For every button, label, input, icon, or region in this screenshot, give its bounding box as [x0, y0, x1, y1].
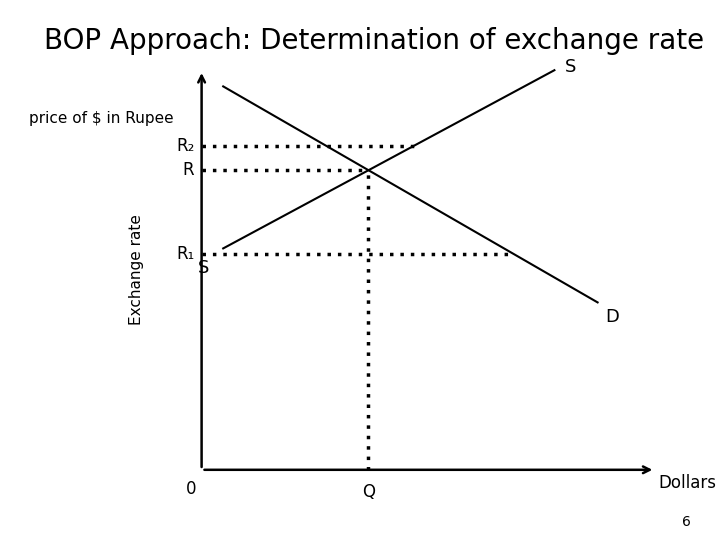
Text: R: R — [183, 161, 194, 179]
Text: price of $ in Rupee: price of $ in Rupee — [29, 111, 174, 126]
Text: Exchange rate: Exchange rate — [130, 214, 144, 326]
Text: 0: 0 — [186, 480, 196, 497]
Text: D: D — [605, 308, 618, 326]
Text: Dollars: Dollars — [659, 474, 717, 492]
Text: Q: Q — [362, 483, 375, 501]
Text: BOP Approach: Determination of exchange rate: BOP Approach: Determination of exchange … — [45, 27, 704, 55]
Text: S: S — [565, 58, 577, 77]
Text: R₂: R₂ — [176, 137, 194, 155]
Text: 6: 6 — [683, 515, 691, 529]
Text: R₁: R₁ — [176, 245, 194, 263]
Text: S: S — [197, 259, 209, 277]
